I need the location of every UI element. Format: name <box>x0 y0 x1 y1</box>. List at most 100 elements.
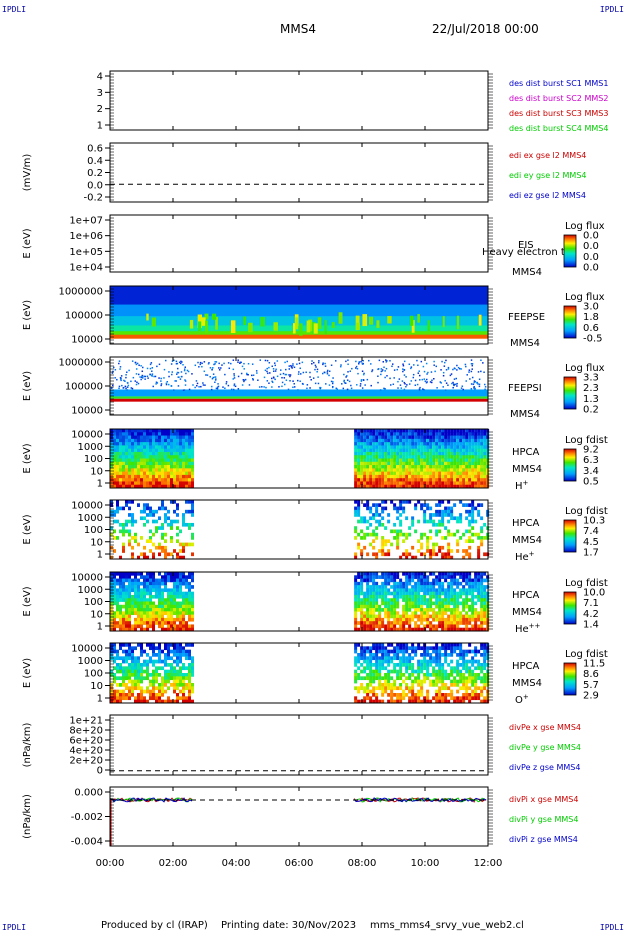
hpca-pixel <box>167 468 170 473</box>
feeps-ion-pixel <box>184 366 187 368</box>
hpca-pixel <box>369 516 373 521</box>
hpca-pixel <box>399 513 403 517</box>
hpca-pixel <box>191 686 194 691</box>
hpca-pixel <box>393 646 397 651</box>
hpca-pixel <box>453 617 457 622</box>
species-label: H+ <box>515 479 529 492</box>
hpca-pixel <box>405 474 409 479</box>
hpca-pixel <box>110 673 113 677</box>
hpca-pixel <box>408 532 412 537</box>
hpca-pixel <box>435 646 439 651</box>
hpca-pixel <box>375 468 379 473</box>
hpca-pixel <box>477 536 481 540</box>
hpca-pixel <box>396 455 400 459</box>
hpca-pixel <box>417 693 421 697</box>
feeps-ion-pixel <box>198 366 200 368</box>
hpca-pixel <box>354 614 358 619</box>
hpca-pixel <box>158 601 161 606</box>
hpca-pixel <box>453 438 457 443</box>
hpca-pixel <box>161 506 164 511</box>
hpca-pixel <box>131 663 134 667</box>
feeps-ion-pixel <box>440 369 442 371</box>
hpca-pixel <box>128 588 131 593</box>
hpca-pixel <box>462 458 466 463</box>
hpca-pixel <box>435 617 439 622</box>
hpca-pixel <box>131 471 134 476</box>
hpca-pixel <box>354 435 358 440</box>
y-tick-label: 1000000 <box>58 287 103 298</box>
hpca-pixel <box>447 575 451 579</box>
hpca-pixel <box>408 526 412 530</box>
hpca-pixel <box>438 601 442 606</box>
hpca-pixel <box>480 484 484 489</box>
hpca-pixel <box>450 649 454 654</box>
hpca-pixel <box>477 455 481 459</box>
hpca-pixel <box>411 555 415 560</box>
hpca-pixel <box>453 481 457 486</box>
hpca-pixel <box>468 536 472 540</box>
hpca-pixel <box>140 679 143 684</box>
feeps-ion-pixel <box>208 362 210 364</box>
hpca-pixel <box>113 643 116 647</box>
hpca-pixel <box>423 581 427 586</box>
hpca-pixel <box>402 509 406 514</box>
hpca-pixel <box>360 552 364 557</box>
feeps-ion-pixel <box>135 373 138 375</box>
hpca-pixel <box>363 545 367 550</box>
hpca-pixel <box>456 448 460 453</box>
hpca-pixel <box>110 438 113 443</box>
feeps-ion-pixel <box>455 377 458 380</box>
hpca-pixel <box>188 643 191 647</box>
hpca-pixel <box>411 693 415 697</box>
hpca-pixel <box>146 513 149 517</box>
hpca-pixel <box>128 693 131 697</box>
hpca-pixel <box>125 686 128 691</box>
hpca-pixel <box>450 666 454 671</box>
hpca-pixel <box>453 588 457 593</box>
hpca-pixel <box>441 478 445 482</box>
hpca-pixel <box>441 435 445 440</box>
hpca-pixel <box>414 696 418 701</box>
hpca-pixel <box>408 432 412 436</box>
hpca-pixel <box>155 458 158 463</box>
hpca-pixel <box>110 669 113 674</box>
hpca-pixel <box>146 627 149 632</box>
hpca-pixel <box>444 686 448 691</box>
feeps-ion-pixel <box>224 387 226 390</box>
hpca-pixel <box>149 509 152 514</box>
hpca-pixel <box>414 461 418 466</box>
hpca-pixel <box>462 588 466 593</box>
hpca-pixel <box>381 429 385 433</box>
feeps-ion-pixel <box>112 370 114 373</box>
hpca-pixel <box>426 578 430 583</box>
hpca-pixel <box>396 646 400 651</box>
hpca-pixel <box>468 458 472 463</box>
feeps-electron-patch <box>198 321 202 331</box>
hpca-pixel <box>423 578 427 583</box>
hpca-pixel <box>456 572 460 576</box>
hpca-pixel <box>176 539 179 544</box>
hpca-pixel <box>378 432 382 436</box>
feeps-ion-pixel <box>359 385 362 387</box>
hpca-pixel <box>462 445 466 450</box>
hpca-pixel <box>459 442 463 446</box>
hpca-pixel <box>435 663 439 667</box>
hpca-pixel <box>372 572 376 576</box>
hpca-pixel <box>122 669 125 674</box>
hpca-pixel <box>143 585 146 589</box>
feeps-ion-pixel <box>151 373 154 375</box>
hpca-pixel <box>477 552 481 557</box>
hpca-pixel <box>399 666 403 671</box>
hpca-pixel <box>119 591 122 596</box>
feeps-ion-pixel <box>188 388 191 391</box>
hpca-pixel <box>408 656 412 661</box>
feeps-ion-pixel <box>127 384 130 387</box>
hpca-pixel <box>390 471 394 476</box>
hpca-pixel <box>390 649 394 654</box>
hpca-pixel <box>179 465 182 469</box>
hpca-pixel <box>438 471 442 476</box>
hpca-pixel <box>462 478 466 482</box>
hpca-pixel <box>357 604 361 609</box>
feeps-ion-pixel <box>464 363 467 366</box>
hpca-pixel <box>471 451 475 456</box>
